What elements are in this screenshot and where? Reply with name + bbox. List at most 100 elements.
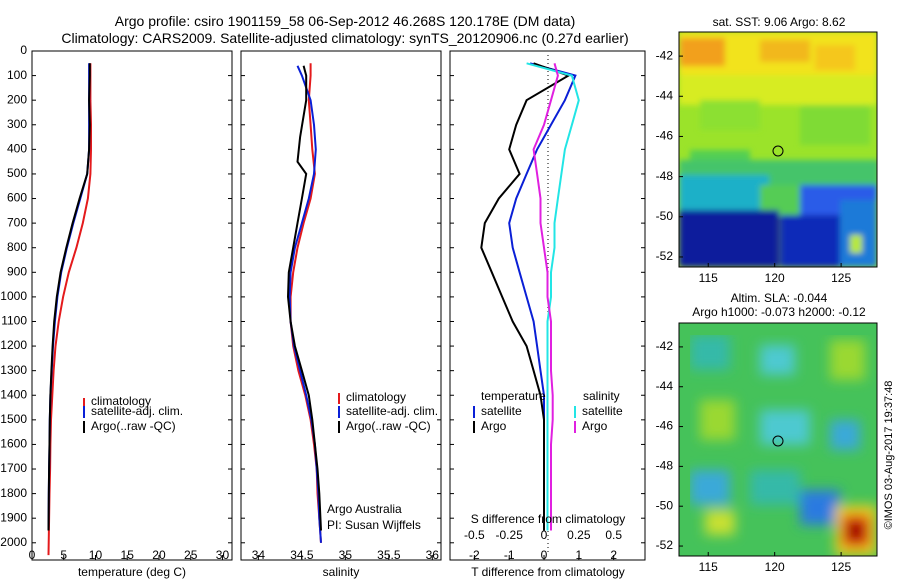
temperature-panel: 0 5 10 15 20 25 300100200300400500600700800900… bbox=[0, 43, 233, 579]
lat-tick-label: -44 bbox=[656, 88, 674, 102]
lon-tick-label: 120 bbox=[765, 271, 785, 285]
temperature-plot-frame bbox=[31, 50, 233, 561]
sst-map-axis-ticks: 115 120 125 -42 -44 -46 -48 -50 -52 bbox=[656, 48, 852, 285]
lat-tick-label: -52 bbox=[656, 538, 674, 552]
legend-label-climatology: climatology bbox=[346, 390, 406, 404]
sla-map-panel: Altim. SLA: -0.044 Argo h1000: -0.073 h2… bbox=[656, 291, 878, 574]
x-tick-label: 10 bbox=[89, 548, 103, 562]
x-tick-label: 15 bbox=[121, 548, 135, 562]
y-tick-label: 1100 bbox=[1, 314, 27, 328]
lat-tick-label: -52 bbox=[656, 249, 674, 263]
s-difference-tick-label: -0.5 bbox=[464, 528, 485, 542]
temperature-xlabel: temperature (deg C) bbox=[78, 565, 186, 579]
legend-label-argo: Argo(..raw -QC) bbox=[91, 419, 176, 433]
x-tick-label: 35 bbox=[339, 548, 353, 562]
y-tick-label: 1300 bbox=[0, 363, 27, 377]
series-line-argo bbox=[532, 63, 559, 531]
float-location-marker bbox=[772, 145, 784, 157]
sla-map-subtitle: Argo h1000: -0.073 h2000: -0.12 bbox=[692, 305, 866, 319]
sst-map-title: sat. SST: 9.06 Argo: 8.62 bbox=[713, 15, 846, 29]
salinity-series bbox=[286, 63, 322, 543]
x-tick-label: 30 bbox=[216, 548, 230, 562]
y-tick-label: 1700 bbox=[0, 461, 27, 475]
header-title: Argo profile: csiro 1901159_58 06-Sep-20… bbox=[115, 13, 576, 29]
y-tick-label: 800 bbox=[7, 240, 27, 254]
salinity-panel: 34 34.5 35 35.5 36 climatology satellite-adj… bbox=[240, 50, 442, 579]
y-tick-label: 1600 bbox=[0, 437, 27, 451]
legend-label-sal-satellite: satellite bbox=[582, 404, 623, 418]
series-line-argo-raw-qc bbox=[286, 65, 322, 531]
s-difference-tick-label: 0 bbox=[541, 528, 548, 542]
x-tick-label: 34 bbox=[252, 548, 266, 562]
sla-map-axis-ticks: 115 120 125 -42 -44 -46 -48 -50 -52 bbox=[656, 339, 852, 574]
x-tick-label: 0 bbox=[29, 548, 36, 562]
y-tick-label: 1900 bbox=[0, 510, 27, 524]
difference-panel: -2 -1 0 1 2 -0.5 -0.25 0 0.25 0.5 temperature sat… bbox=[449, 50, 646, 579]
sla-heatmap bbox=[679, 323, 877, 556]
y-tick-label: 1500 bbox=[0, 412, 27, 426]
header-subtitle: Climatology: CARS2009. Satellite-adjuste… bbox=[61, 30, 628, 46]
y-tick-label: 600 bbox=[7, 191, 27, 205]
sst-heatmap bbox=[679, 32, 877, 267]
series-line-argo-raw-qc bbox=[47, 63, 91, 531]
temperature-axis-ticks: 0 5 10 15 20 25 300100200300400500600700800900… bbox=[0, 43, 232, 562]
lon-tick-label: 120 bbox=[765, 560, 785, 574]
y-tick-label: 1800 bbox=[0, 486, 27, 500]
legend-label-satellite: satellite-adj. clim. bbox=[91, 404, 183, 418]
lat-tick-label: -48 bbox=[656, 169, 674, 183]
y-tick-label: 200 bbox=[7, 92, 27, 106]
sla-map-frame bbox=[678, 322, 878, 557]
y-tick-label: 100 bbox=[7, 68, 27, 82]
credit-pi: PI: Susan Wijffels bbox=[327, 518, 421, 532]
legend-label-climatology: climatology bbox=[91, 394, 151, 408]
float-location-marker bbox=[772, 435, 784, 447]
legend-title-salinity: salinity bbox=[583, 389, 620, 403]
lon-tick-label: 115 bbox=[699, 560, 718, 574]
temperature-series bbox=[47, 63, 92, 556]
y-tick-label: 300 bbox=[7, 117, 27, 131]
s-difference-tick-label: -0.25 bbox=[496, 528, 524, 542]
x-tick-label: 5 bbox=[60, 548, 67, 562]
sst-map-frame bbox=[678, 31, 878, 268]
difference-axis-ticks: -2 -1 0 1 2 -0.5 -0.25 0 0.25 0.5 bbox=[450, 50, 645, 562]
lat-tick-label: -42 bbox=[656, 48, 674, 62]
lat-tick-label: -44 bbox=[656, 379, 674, 393]
x-tick-label: 25 bbox=[184, 548, 198, 562]
legend-label-temp-argo: Argo bbox=[481, 419, 507, 433]
t-difference-xlabel: T difference from climatology bbox=[471, 565, 625, 579]
x-tick-label: 36 bbox=[426, 548, 440, 562]
sst-map-panel: sat. SST: 9.06 Argo: 8.62 bbox=[656, 15, 878, 285]
temperature-legend: climatology satellite-adj. clim. Argo(..… bbox=[83, 394, 183, 433]
s-difference-tick-label: 0.5 bbox=[605, 528, 622, 542]
credit-argo-australia: Argo Australia bbox=[327, 502, 402, 516]
lon-tick-label: 125 bbox=[831, 560, 851, 574]
x-tick-label: 0 bbox=[541, 548, 548, 562]
x-tick-label: -2 bbox=[469, 548, 480, 562]
s-difference-title: S difference from climatology bbox=[471, 512, 626, 526]
y-tick-label: 2000 bbox=[0, 535, 27, 549]
series-line-argo bbox=[480, 62, 571, 531]
salinity-legend: climatology satellite-adj. clim. Argo(..… bbox=[338, 390, 438, 433]
sla-map-title: Altim. SLA: -0.044 bbox=[731, 291, 828, 305]
lon-tick-label: 115 bbox=[699, 271, 718, 285]
lat-tick-label: -50 bbox=[656, 498, 674, 512]
y-tick-label: 700 bbox=[7, 215, 27, 229]
legend-title-temperature: temperature bbox=[481, 389, 546, 403]
salinity-plot-frame bbox=[240, 50, 442, 561]
y-tick-label: 400 bbox=[7, 142, 27, 156]
imos-credit: ©IMOS 03-Aug-2017 19:37:48 bbox=[883, 381, 895, 530]
y-tick-label: 1200 bbox=[0, 338, 27, 352]
y-tick-label: 500 bbox=[7, 166, 27, 180]
salinity-xlabel: salinity bbox=[323, 565, 360, 579]
legend-label-argo: Argo(..raw -QC) bbox=[346, 419, 431, 433]
y-tick-label: 0 bbox=[20, 43, 27, 57]
x-tick-label: 20 bbox=[152, 548, 166, 562]
difference-series bbox=[480, 62, 580, 531]
x-tick-label: -1 bbox=[504, 548, 515, 562]
x-tick-label: 2 bbox=[610, 548, 617, 562]
difference-legend: temperature satellite Argo salinity sate… bbox=[473, 389, 623, 433]
lon-tick-label: 125 bbox=[831, 271, 851, 285]
x-tick-label: 35.5 bbox=[377, 548, 401, 562]
salinity-axis-ticks: 34 34.5 35 35.5 36 bbox=[241, 50, 441, 562]
